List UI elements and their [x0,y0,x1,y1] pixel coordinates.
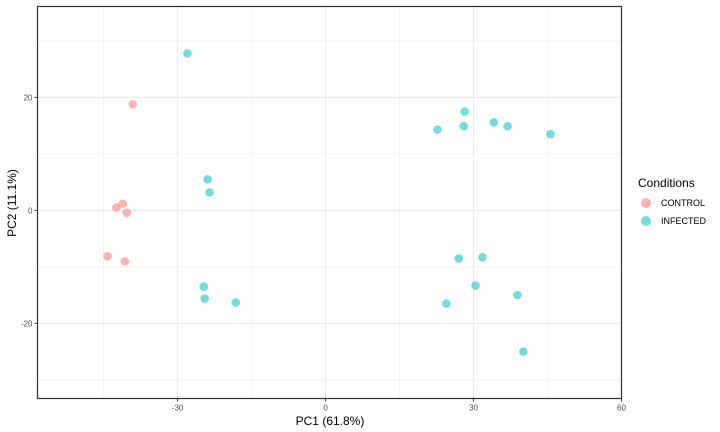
grid-lines [37,6,623,399]
data-point-infected [199,282,209,291]
x-tick-label: 30 [469,404,478,413]
data-point-infected [442,299,451,308]
data-point-control [120,256,130,266]
axis-ticks: -30 0 30 60 -20 0 20 [21,93,627,412]
x-tick-label: 60 [617,404,626,413]
data-point-infected [519,347,528,356]
data-point-infected [478,252,487,262]
data-point-control [118,199,128,208]
data-point-infected [471,281,480,290]
data-points [103,49,555,356]
data-point-infected [454,254,464,263]
legend-item-control: CONTROL [638,194,706,212]
data-point-infected [489,117,499,127]
data-point-infected [231,298,241,307]
control-dot-icon [641,198,651,208]
x-tick-label: 0 [323,404,328,413]
y-tick-label: 20 [24,93,33,102]
infected-dot-icon [641,216,651,226]
legend-label-infected: INFECTED [661,216,706,226]
data-point-infected [203,175,212,184]
legend-label-control: CONTROL [661,198,706,208]
data-point-infected [460,107,469,116]
x-axis-title: PC1 (61.8%) [295,414,365,428]
y-tick-label: 0 [28,206,33,215]
legend: Conditions CONTROL INFECTED [638,176,706,230]
data-point-control [112,203,121,212]
y-tick-label: -20 [21,319,33,328]
data-point-infected [513,290,522,300]
data-point-control [122,208,132,217]
data-point-infected [503,121,512,131]
data-point-infected [205,188,214,197]
legend-title: Conditions [638,176,695,190]
data-point-infected [433,125,442,134]
y-axis-title: PC2 (11.1%) [5,169,19,237]
data-point-infected [200,294,210,303]
data-point-control [128,99,137,109]
panel-border [36,5,623,400]
data-point-infected [546,129,555,139]
x-tick-label: -30 [172,404,184,413]
data-point-infected [183,49,192,58]
legend-item-infected: INFECTED [638,212,706,230]
data-point-control [103,251,112,261]
data-point-infected [459,121,468,131]
